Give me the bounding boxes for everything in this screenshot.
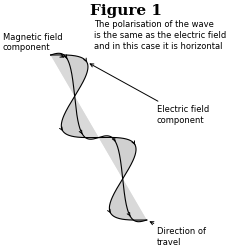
- Polygon shape: [122, 179, 146, 222]
- Text: Magnetic field
component: Magnetic field component: [3, 32, 63, 57]
- Text: Figure 1: Figure 1: [90, 4, 162, 18]
- Polygon shape: [61, 96, 99, 138]
- Polygon shape: [50, 55, 88, 96]
- Polygon shape: [50, 53, 74, 96]
- Polygon shape: [74, 96, 99, 139]
- Text: The polarisation of the wave
is the same as the electric field
and in this case : The polarisation of the wave is the same…: [93, 20, 225, 51]
- Text: Electric field
component: Electric field component: [90, 64, 208, 125]
- Polygon shape: [98, 136, 122, 180]
- Polygon shape: [98, 138, 136, 179]
- Text: Direction of
travel: Direction of travel: [150, 222, 205, 247]
- Polygon shape: [109, 179, 146, 220]
